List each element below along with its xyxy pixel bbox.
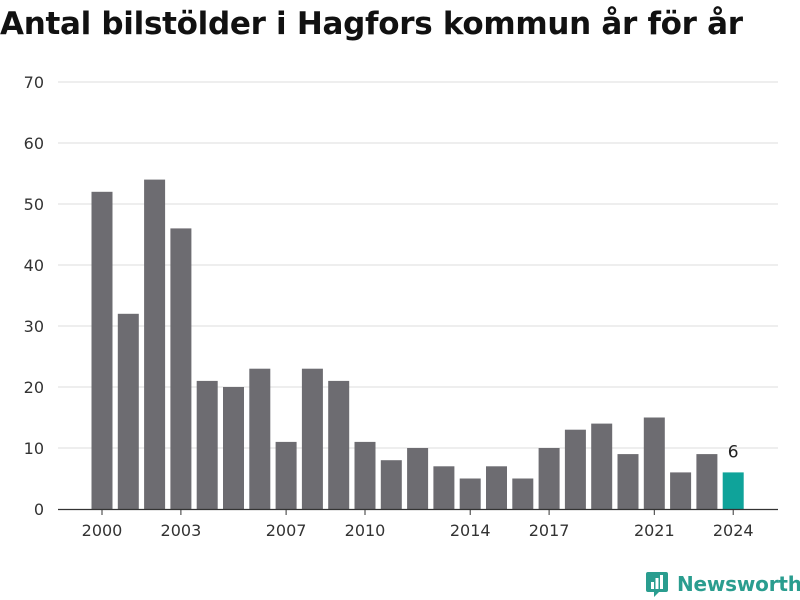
bar-2001 <box>117 313 139 509</box>
bar-2014 <box>459 478 481 509</box>
bar-2009 <box>328 380 350 509</box>
bar-2019 <box>591 423 613 509</box>
bar-2008 <box>301 368 323 509</box>
x-tick-label: 2000 <box>82 521 123 540</box>
bar-2016 <box>512 478 534 509</box>
y-tick-label: 30 <box>24 317 44 336</box>
bar-2015 <box>486 466 507 509</box>
brand-name: Newsworthy <box>677 572 800 596</box>
data-label: 6 <box>728 442 739 462</box>
bar-2021 <box>643 417 665 509</box>
bar-2023 <box>696 454 718 509</box>
x-tick-label: 2017 <box>529 521 570 540</box>
bar-2020 <box>617 454 639 509</box>
bar-2006 <box>249 368 271 509</box>
bar-2024 <box>722 472 744 509</box>
bar-2013 <box>433 466 455 509</box>
x-tick-label: 2010 <box>345 521 386 540</box>
y-tick-label: 70 <box>24 73 44 92</box>
bar-2002 <box>144 179 166 509</box>
bar-2003 <box>170 228 192 509</box>
x-tick-label: 2007 <box>266 521 307 540</box>
bar-2011 <box>380 460 402 509</box>
bar-2000 <box>91 191 113 510</box>
bar-2022 <box>670 472 692 509</box>
y-tick-label: 20 <box>24 378 44 397</box>
y-tick-label: 10 <box>24 439 44 458</box>
x-tick-label: 2021 <box>634 521 675 540</box>
chart-title: Antal bilstölder i Hagfors kommun år för… <box>0 6 743 42</box>
y-tick-label: 50 <box>24 195 44 214</box>
newsworthy-logo-icon <box>646 572 668 597</box>
x-tick-label: 2003 <box>161 521 202 540</box>
bar-2005 <box>223 387 244 509</box>
x-tick-label: 2024 <box>713 521 754 540</box>
x-tick-label: 2014 <box>450 521 491 540</box>
bar-2007 <box>275 441 297 509</box>
bar-2004 <box>196 380 218 509</box>
bar-2010 <box>354 441 376 509</box>
bar-2017 <box>538 448 560 509</box>
bar-2012 <box>407 448 429 509</box>
y-tick-label: 60 <box>24 134 44 153</box>
brand-logo[interactable]: Newsworthy <box>645 570 800 598</box>
y-tick-label: 0 <box>34 500 44 519</box>
bar-2018 <box>564 429 586 509</box>
y-tick-label: 40 <box>24 256 44 275</box>
